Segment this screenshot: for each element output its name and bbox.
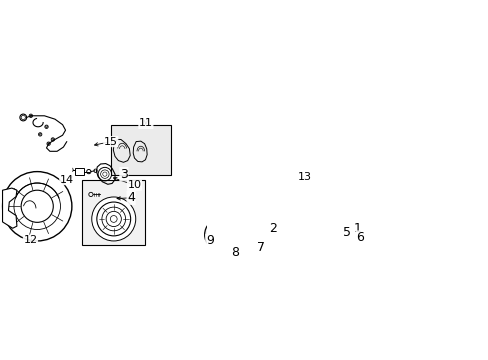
Text: 14: 14 [60, 175, 74, 185]
Text: 1: 1 [353, 222, 361, 235]
Circle shape [204, 219, 236, 251]
Text: 10: 10 [127, 180, 141, 190]
Bar [82, 180, 145, 245]
Circle shape [92, 197, 136, 241]
Text: 2: 2 [268, 222, 276, 235]
Text: 6: 6 [356, 231, 364, 244]
Circle shape [345, 182, 372, 209]
Text: 3: 3 [120, 168, 127, 181]
Polygon shape [2, 188, 17, 228]
Circle shape [2, 172, 72, 241]
Text: 12: 12 [23, 235, 38, 245]
Text: 7: 7 [257, 241, 265, 254]
Text: 11: 11 [139, 118, 153, 129]
Text: 8: 8 [231, 246, 239, 259]
Circle shape [224, 206, 259, 242]
Bar [75, 168, 83, 175]
Bar [111, 125, 170, 175]
Text: 15: 15 [103, 136, 118, 147]
Text: 9: 9 [205, 234, 213, 247]
Circle shape [232, 165, 323, 256]
Text: 4: 4 [127, 191, 135, 204]
Text: 13: 13 [298, 172, 312, 182]
Text: 5: 5 [342, 226, 350, 239]
